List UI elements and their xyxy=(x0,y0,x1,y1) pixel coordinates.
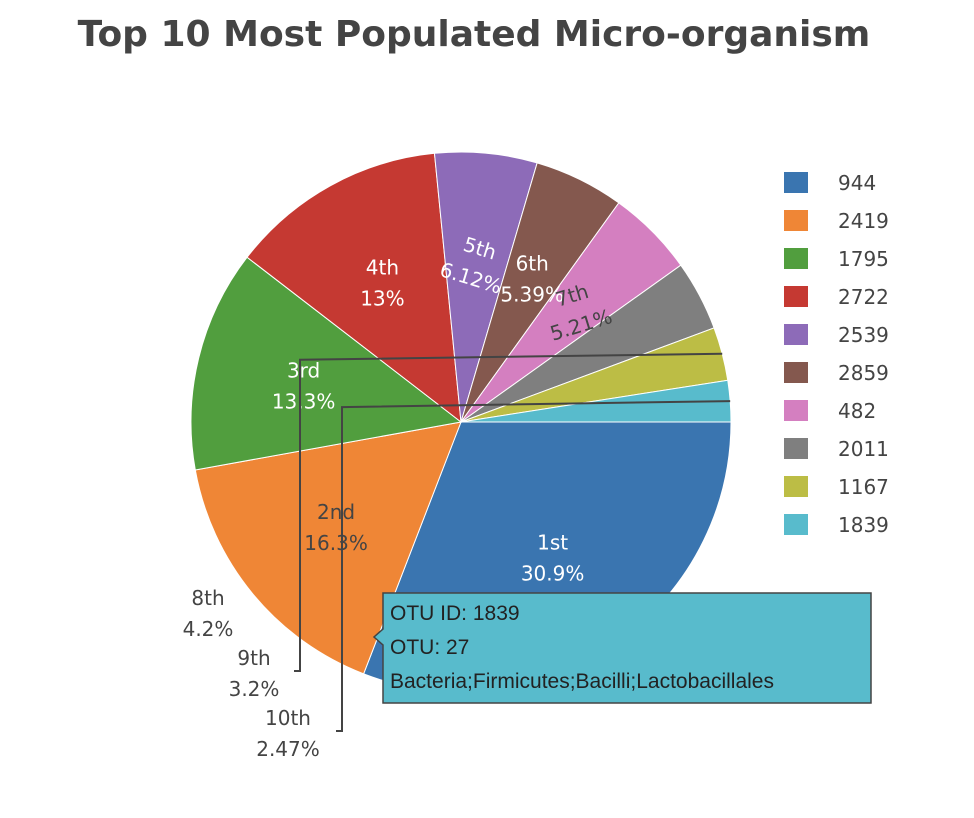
legend-item-944[interactable]: 944 xyxy=(784,171,876,195)
legend-item-1167[interactable]: 1167 xyxy=(784,475,889,499)
legend-item-2539[interactable]: 2539 xyxy=(784,323,889,347)
legend-swatch xyxy=(784,286,808,307)
leader-line-9th xyxy=(294,352,723,672)
legend-label: 1795 xyxy=(838,247,889,271)
tooltip-box xyxy=(372,592,872,704)
legend-swatch xyxy=(784,400,808,421)
slice-label-3rd: 3rd 13.3% xyxy=(272,359,336,414)
tooltip-line: OTU: 27 xyxy=(390,636,469,659)
legend-item-2011[interactable]: 2011 xyxy=(784,437,889,461)
pie-slice-4th[interactable] xyxy=(246,152,462,424)
legend-label: 2419 xyxy=(838,209,889,233)
pie-slice-10th[interactable] xyxy=(460,379,732,423)
tooltip-line: Bacteria;Firmicutes;Bacilli;Lactobacilla… xyxy=(390,670,774,693)
slice-label-6th: 6th 5.39% xyxy=(500,251,564,306)
legend-item-2419[interactable]: 2419 xyxy=(784,209,889,233)
slice-label-8th: 8th 4.2% xyxy=(183,586,234,641)
legend-label: 2011 xyxy=(838,437,889,461)
chart-title: Top 10 Most Populated Micro-organism xyxy=(77,14,871,55)
legend-swatch xyxy=(784,324,808,345)
pie-slice-2nd[interactable] xyxy=(194,421,462,675)
legend-label: 2722 xyxy=(838,285,889,309)
legend-swatch xyxy=(784,172,808,193)
slice-labels: 1st 30.9%2nd 16.3%3rd 13.3%4th 13%5th6.12% 6t… xyxy=(272,232,615,586)
legend: 944 2419 1795 2722 2539 2859 482 2011 1167 1839 xyxy=(784,171,889,537)
pie-slice-3rd[interactable] xyxy=(190,256,463,471)
legend-item-2859[interactable]: 2859 xyxy=(784,361,889,385)
hover-tooltip: OTU ID: 1839 OTU: 27 Bacteria;Firmicutes;B… xyxy=(372,592,872,704)
legend-swatch xyxy=(784,476,808,497)
legend-swatch xyxy=(784,438,808,459)
outside-slice-labels: 8th 4.2%9th 3.2%10th 2.47% xyxy=(183,352,731,761)
legend-item-482[interactable]: 482 xyxy=(784,399,876,423)
legend-swatch xyxy=(784,248,808,269)
legend-item-2722[interactable]: 2722 xyxy=(784,285,889,309)
slice-label-9th: 9th 3.2% xyxy=(229,646,280,701)
legend-swatch xyxy=(784,362,808,383)
leader-line-10th xyxy=(336,400,731,732)
tooltip-line: OTU ID: 1839 xyxy=(390,602,520,625)
legend-label: 1167 xyxy=(838,475,889,499)
legend-label: 482 xyxy=(838,399,876,423)
slice-label-1st: 1st 30.9% xyxy=(521,531,585,586)
legend-item-1795[interactable]: 1795 xyxy=(784,247,889,271)
legend-label: 2539 xyxy=(838,323,889,347)
legend-label: 944 xyxy=(838,171,876,195)
slice-label-4th: 4th 13% xyxy=(360,255,404,310)
legend-swatch xyxy=(784,514,808,535)
slice-label-10th: 10th 2.47% xyxy=(256,706,320,761)
legend-swatch xyxy=(784,210,808,231)
slice-label-2nd: 2nd 16.3% xyxy=(304,500,368,555)
legend-item-1839[interactable]: 1839 xyxy=(784,513,889,537)
legend-label: 1839 xyxy=(838,513,889,537)
legend-label: 2859 xyxy=(838,361,889,385)
